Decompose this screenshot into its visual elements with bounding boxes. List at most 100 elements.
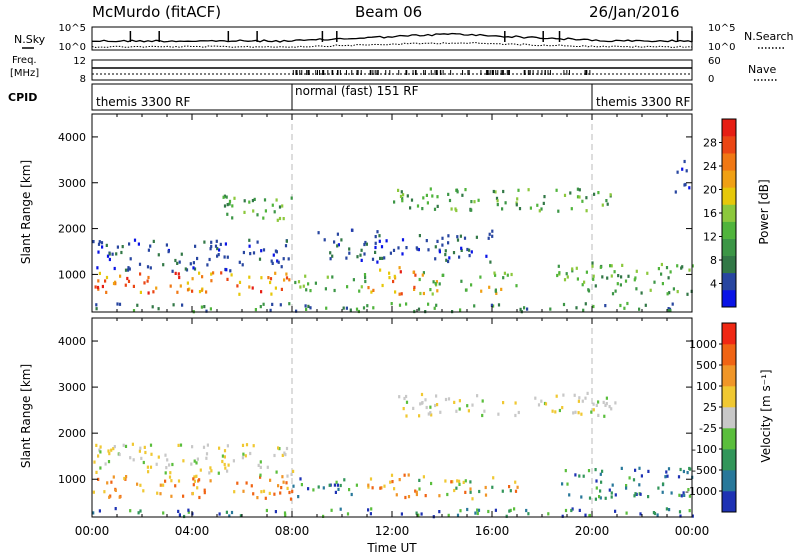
echo-cell bbox=[259, 465, 262, 469]
echo-cell bbox=[602, 400, 605, 404]
echo-cell bbox=[264, 496, 267, 500]
echo-cell bbox=[388, 276, 391, 280]
echo-cell bbox=[228, 514, 231, 518]
station-title: McMurdo (fitACF) bbox=[92, 3, 221, 21]
echo-cell bbox=[139, 509, 142, 513]
echo-cell bbox=[372, 288, 375, 292]
echo-cell bbox=[572, 411, 575, 415]
echo-cell bbox=[139, 446, 142, 450]
echo-cell bbox=[263, 198, 267, 202]
echo-cell bbox=[253, 197, 256, 201]
echo-cell bbox=[358, 289, 361, 293]
echo-cell bbox=[668, 508, 671, 512]
echo-cell bbox=[345, 306, 348, 310]
echo-cell bbox=[152, 239, 155, 243]
echo-cell bbox=[494, 289, 497, 293]
echo-cell bbox=[282, 217, 285, 221]
echo-cell bbox=[200, 288, 204, 292]
colorbar-segment bbox=[722, 238, 736, 257]
echo-cell bbox=[600, 480, 603, 484]
echo-cell bbox=[210, 469, 213, 473]
echo-cell bbox=[286, 474, 289, 478]
echo-cell bbox=[508, 509, 511, 513]
noise-tick-left-bottom: 10^0 bbox=[59, 42, 86, 53]
echo-cell bbox=[578, 508, 581, 512]
echo-cell bbox=[669, 309, 672, 313]
echo-cell bbox=[193, 475, 196, 479]
echo-cell bbox=[168, 463, 171, 467]
echo-cell bbox=[495, 196, 499, 200]
echo-cell bbox=[196, 457, 199, 461]
echo-cell bbox=[427, 248, 430, 252]
freq-label: Freq. bbox=[12, 55, 37, 66]
echo-cell bbox=[575, 306, 578, 310]
echo-cell bbox=[657, 486, 660, 490]
echo-cell bbox=[165, 243, 168, 247]
echo-cell bbox=[305, 288, 308, 292]
echo-cell bbox=[455, 188, 459, 192]
echo-cell bbox=[551, 409, 554, 413]
echo-cell bbox=[599, 496, 602, 500]
echo-cell bbox=[574, 473, 577, 477]
echo-cell bbox=[378, 239, 381, 243]
echo-cell bbox=[431, 292, 434, 296]
echo-cell bbox=[151, 305, 154, 309]
colorbar-tick-label: -25 bbox=[699, 422, 717, 435]
echo-cell bbox=[210, 244, 213, 249]
echo-cell bbox=[447, 192, 450, 196]
echo-cell bbox=[514, 413, 517, 418]
echo-cell bbox=[379, 486, 382, 490]
echo-cell bbox=[496, 199, 499, 203]
echo-cell bbox=[252, 209, 255, 213]
echo-cell bbox=[210, 240, 213, 244]
echo-cell bbox=[279, 303, 282, 307]
echo-cell bbox=[132, 284, 135, 288]
echo-cell bbox=[576, 277, 579, 281]
echo-cell bbox=[259, 460, 262, 464]
echo-cell bbox=[470, 250, 473, 254]
echo-cell bbox=[223, 449, 227, 453]
echo-cell bbox=[295, 309, 298, 313]
echo-cell bbox=[667, 276, 670, 280]
echo-cell bbox=[566, 275, 569, 279]
echo-cell bbox=[339, 483, 342, 488]
echo-cell bbox=[525, 508, 528, 513]
echo-cell bbox=[259, 475, 262, 479]
echo-cell bbox=[688, 509, 691, 513]
echo-cell bbox=[343, 478, 346, 482]
echo-cell bbox=[230, 273, 233, 277]
echo-cell bbox=[683, 493, 686, 497]
echo-cell bbox=[105, 243, 108, 247]
echo-cell bbox=[271, 203, 274, 207]
echo-cell bbox=[337, 243, 340, 247]
echo-cell bbox=[260, 290, 263, 294]
echo-cell bbox=[405, 414, 408, 418]
echo-cell bbox=[262, 216, 265, 220]
echo-cell bbox=[257, 463, 260, 467]
echo-cell bbox=[217, 253, 220, 257]
echo-cell bbox=[464, 490, 467, 494]
echo-cell bbox=[581, 283, 584, 287]
echo-cell bbox=[218, 248, 221, 252]
echo-cell bbox=[309, 289, 312, 293]
echo-cell bbox=[288, 278, 291, 282]
echo-cell bbox=[421, 401, 424, 405]
echo-cell bbox=[582, 308, 585, 312]
echo-cell bbox=[669, 270, 672, 274]
echo-cell bbox=[104, 279, 107, 283]
echo-cell bbox=[666, 474, 669, 478]
echo-cell bbox=[243, 199, 246, 203]
echo-cell bbox=[231, 216, 234, 220]
echo-cell bbox=[401, 196, 404, 201]
echo-cell bbox=[410, 198, 414, 202]
echo-cell bbox=[108, 495, 111, 499]
echo-cell bbox=[215, 239, 218, 243]
echo-cell bbox=[400, 190, 403, 194]
echo-cell bbox=[191, 277, 194, 281]
echo-cell bbox=[671, 302, 674, 306]
echo-cell bbox=[425, 405, 428, 410]
echo-cell bbox=[185, 268, 189, 272]
echo-cell bbox=[198, 271, 201, 275]
echo-cell bbox=[418, 277, 421, 282]
echo-cell bbox=[676, 264, 679, 268]
